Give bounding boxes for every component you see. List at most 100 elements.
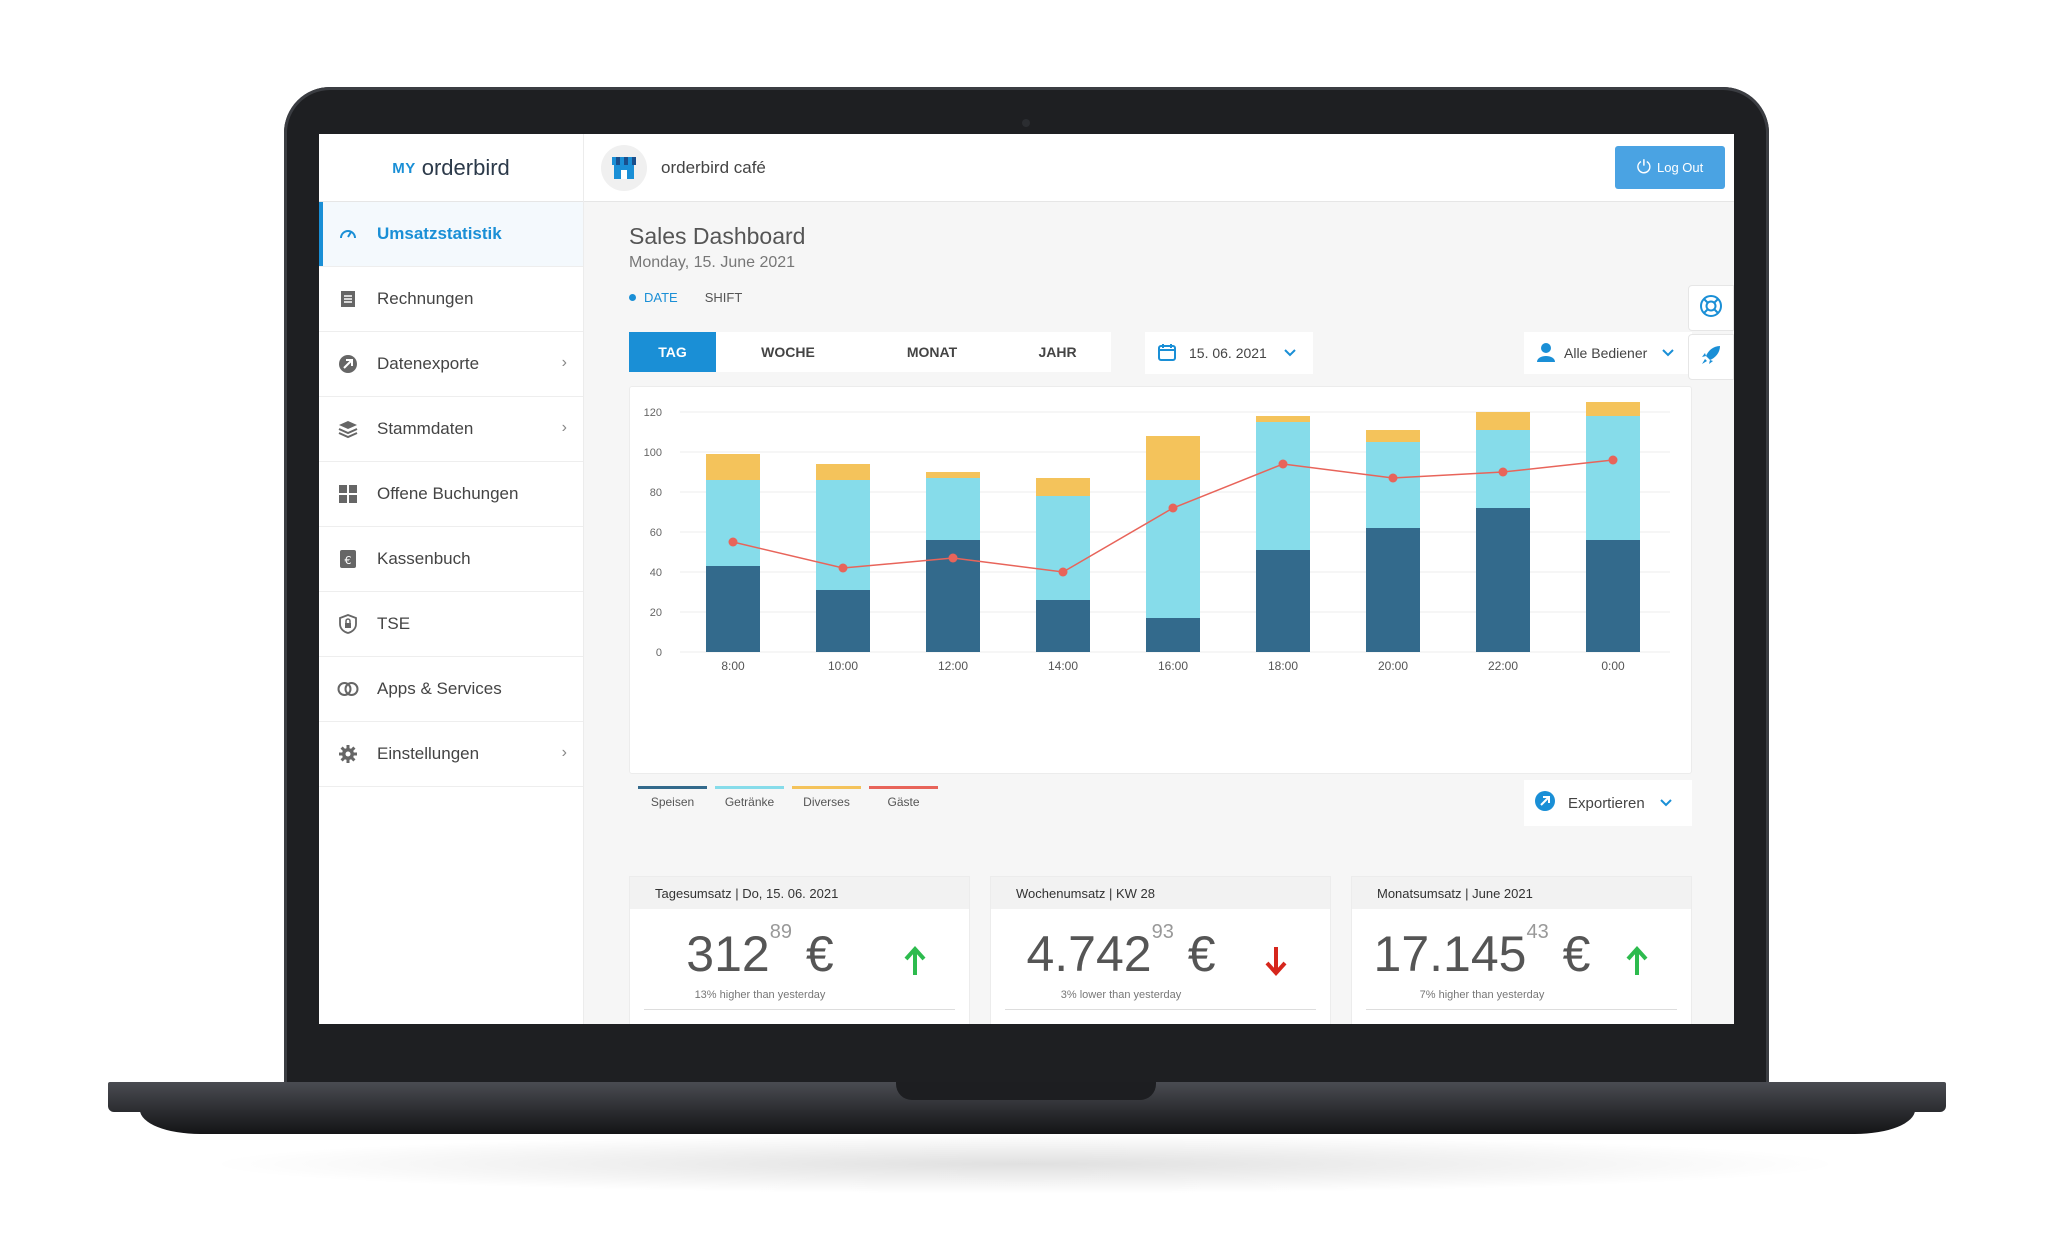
legend-swatch (869, 786, 938, 789)
camera (1022, 119, 1030, 127)
sidebar-item-label: TSE (377, 614, 411, 633)
kpi-currency: € (1562, 926, 1591, 982)
point-gaeste-4 (1168, 503, 1178, 513)
bar-speisen-5 (1256, 550, 1310, 652)
divider (1005, 1009, 1316, 1010)
layers-icon (337, 418, 359, 440)
bar-speisen-0 (706, 566, 760, 652)
help-button[interactable] (1688, 285, 1734, 331)
bar-getrnke-8 (1586, 416, 1640, 540)
bar-getrnke-2 (926, 478, 980, 540)
export-icon (1534, 790, 1556, 816)
chevron-right-icon: › (561, 419, 567, 436)
staff-select[interactable]: Alle Bediener (1524, 332, 1692, 374)
mode-toggle: DATE SHIFT (629, 290, 742, 305)
bar-speisen-6 (1366, 528, 1420, 652)
legend-item[interactable]: Speisen (634, 786, 711, 809)
bar-getrnke-1 (816, 480, 870, 590)
sidebar-item-apps-services[interactable]: Apps & Services (319, 657, 583, 722)
side-toolbar (1688, 285, 1734, 383)
svg-text:€: € (345, 554, 352, 567)
bar-speisen-3 (1036, 600, 1090, 652)
legend-item[interactable]: Getränke (711, 786, 788, 809)
sidebar-item-label: Offene Buchungen (377, 484, 519, 503)
x-tick-label: 12:00 (938, 659, 968, 673)
tab-tag[interactable]: TAG (629, 332, 716, 372)
kpi-card: Monatsumsatz | June 2021 17.14543 €7% hig… (1351, 876, 1692, 1024)
date-picker[interactable]: 15. 06. 2021 (1145, 332, 1313, 374)
bar-getrnke-3 (1036, 496, 1090, 600)
legend-swatch (715, 786, 784, 789)
x-tick-label: 8:00 (721, 659, 745, 673)
range-tabs: TAG WOCHE MONAT JAHR (629, 332, 1111, 372)
sidebar-item-stammdaten[interactable]: Stammdaten › (319, 397, 583, 462)
x-tick-label: 22:00 (1488, 659, 1518, 673)
point-gaeste-3 (1058, 567, 1068, 577)
export-dropdown[interactable]: Exportieren (1524, 780, 1692, 826)
point-gaeste-6 (1388, 473, 1398, 483)
store-switcher[interactable]: orderbird café (601, 145, 766, 191)
x-tick-label: 16:00 (1158, 659, 1188, 673)
sidebar-item-label: Rechnungen (377, 289, 474, 308)
sidebar-item-datenexporte[interactable]: Datenexporte › (319, 332, 583, 397)
bar-getrnke-5 (1256, 422, 1310, 550)
bar-speisen-7 (1476, 508, 1530, 652)
arrow-down-icon (1264, 945, 1288, 977)
kpi-value: 17.14543 € (1352, 921, 1612, 983)
rocket-icon (1700, 344, 1722, 371)
tab-jahr[interactable]: JAHR (1038, 344, 1077, 360)
bar-speisen-1 (816, 590, 870, 652)
mode-shift-option[interactable]: SHIFT (704, 290, 743, 305)
y-tick-label: 40 (650, 567, 662, 579)
sidebar-item-offene-buchungen[interactable]: Offene Buchungen (319, 462, 583, 527)
export-icon (337, 353, 359, 375)
legend-swatch (638, 786, 707, 789)
legend-label: Getränke (724, 795, 775, 809)
page-title: Sales Dashboard (629, 223, 806, 249)
calendar-icon (1157, 342, 1177, 365)
mode-date-option[interactable]: DATE (629, 290, 678, 305)
sidebar-item-tse[interactable]: TSE (319, 592, 583, 657)
point-gaeste-0 (728, 537, 738, 547)
sidebar-item-label: Stammdaten (377, 419, 474, 438)
kpi-value: 31289 € (630, 921, 890, 983)
chevron-right-icon: › (561, 354, 567, 371)
sidebar-item-einstellungen[interactable]: Einstellungen › (319, 722, 583, 787)
bar-speisen-4 (1146, 618, 1200, 652)
user-icon (1536, 342, 1556, 365)
launch-button[interactable] (1688, 334, 1734, 380)
legend-item[interactable]: Diverses (788, 786, 865, 809)
point-gaeste-8 (1608, 455, 1618, 465)
cashbook-icon: € (337, 548, 359, 570)
point-gaeste-1 (838, 563, 848, 573)
logout-button[interactable]: ⏻ Log Out (1615, 146, 1725, 189)
rings-icon (337, 678, 359, 700)
bar-diverses-2 (926, 472, 980, 478)
grid-icon (337, 483, 359, 505)
brand-logo[interactable]: MY orderbird (319, 134, 584, 202)
sidebar-item-rechnungen[interactable]: Rechnungen (319, 267, 583, 332)
tab-woche[interactable]: WOCHE (761, 344, 815, 360)
kpi-currency: € (805, 926, 834, 982)
lifebuoy-icon (1699, 294, 1723, 323)
kpi-note: 7% higher than yesterday (1419, 989, 1545, 1001)
legend-item[interactable]: Gäste (865, 786, 942, 809)
point-gaeste-7 (1498, 467, 1508, 477)
chevron-down-icon (1661, 345, 1675, 361)
sidebar-item-umsatzstatistik[interactable]: Umsatzstatistik (319, 202, 583, 267)
brand-name-bold: bird (473, 155, 510, 180)
power-icon: ⏻ (1636, 157, 1651, 177)
kpi-whole: 4.742 (1026, 926, 1152, 982)
topbar: MY orderbird orderbird café ⏻ Log Out (319, 134, 1734, 202)
y-tick-label: 100 (644, 447, 662, 459)
kpi-cards: Tagesumsatz | Do, 15. 06. 2021 31289 €13%… (629, 876, 1692, 1024)
main-content: Sales Dashboard Monday, 15. June 2021 DA… (584, 202, 1734, 1024)
kpi-currency: € (1187, 926, 1216, 982)
legend-label: Gäste (887, 795, 920, 809)
kpi-cents: 43 (1526, 921, 1549, 943)
sidebar-item-kassenbuch[interactable]: € Kassenbuch (319, 527, 583, 592)
sales-chart: 0 20 40 60 80 100 120 8:00 10:00 12:00 14:00 16:00 1… (629, 386, 1692, 774)
gear-icon (337, 743, 359, 765)
tab-monat[interactable]: MONAT (906, 344, 958, 360)
